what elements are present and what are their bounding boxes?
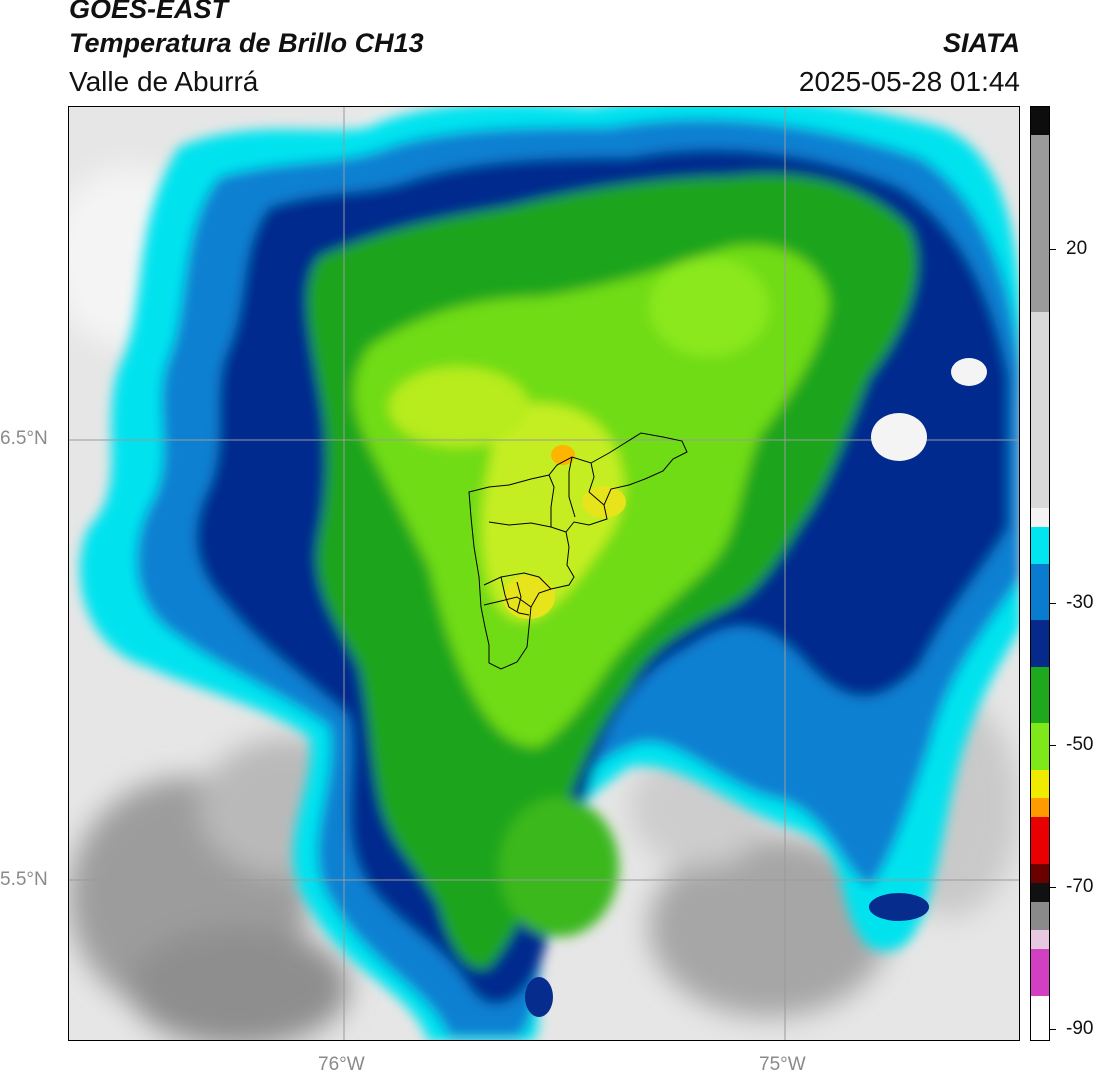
cold-top-core-2 (582, 486, 626, 518)
agency-label: SIATA (943, 28, 1020, 58)
colorbar-band-blue (1031, 564, 1049, 620)
municipality-line-3 (568, 456, 576, 518)
colorbar-band-lime (1031, 723, 1049, 770)
municipality-line-6 (483, 596, 532, 608)
cloud-layer-yellowgreen (481, 403, 624, 621)
cloud-cell-south (499, 797, 619, 937)
colorbar-band-orange (1031, 798, 1049, 817)
colorbar-tick-minus50 (1050, 745, 1056, 746)
colorbar-band-red (1031, 817, 1049, 864)
map-canvas (69, 107, 1019, 1040)
isolated-cell-east (869, 893, 929, 921)
cloud-cell-northeast (649, 257, 769, 357)
colorbar-tick-minus70 (1050, 887, 1056, 888)
colorbar (1030, 106, 1050, 1041)
colorbar-band-dark-red (1031, 864, 1049, 883)
product-title: Temperatura de Brillo CH13 (69, 28, 424, 58)
lon-label-75: 75°W (759, 1054, 806, 1075)
brightness-temperature-map[interactable] (68, 106, 1020, 1041)
colorbar-band-yellow (1031, 770, 1049, 798)
isolated-cell-south (525, 977, 553, 1017)
colorbar-band-pale-pink (1031, 930, 1049, 949)
cold-top-core (551, 445, 575, 465)
colorbar-label-minus30: -30 (1066, 592, 1094, 613)
municipality-line-4 (588, 462, 605, 506)
municipality-line-7 (500, 576, 530, 616)
colorbar-band-white (1031, 508, 1049, 527)
colorbar-band-gray-low (1031, 902, 1049, 930)
colorbar-band-dark-gray (1031, 135, 1049, 312)
municipality-line-2 (548, 474, 555, 527)
cold-top-core-3 (503, 575, 555, 619)
colorbar-tick-20 (1050, 249, 1056, 250)
colorbar-band-light-gray (1031, 312, 1049, 508)
colorbar-band-white-bottom (1031, 996, 1049, 1015)
municipality-line-8 (516, 581, 522, 613)
region-subtitle: Valle de Aburrá (69, 66, 259, 97)
satellite-title: GOES-EAST (69, 0, 229, 24)
municipality-line-5 (483, 572, 552, 590)
valle-de-aburra-boundaries (468, 432, 688, 670)
cloud-cell-north (389, 367, 529, 447)
datetime-label: 2025-05-28 01:44 (798, 66, 1020, 97)
colorbar-band-navy (1031, 620, 1049, 667)
colorbar-band-black (1031, 883, 1049, 902)
colorbar-tick-minus30 (1050, 603, 1056, 604)
cloud-shield (79, 107, 1019, 1040)
colorbar-band-green (1031, 667, 1049, 723)
clear-hole-east-2 (951, 358, 987, 386)
lat-label-5.5: 5.5°N (0, 869, 48, 890)
clear-hole-east (871, 413, 927, 461)
colorbar-label-minus50: -50 (1066, 734, 1094, 755)
colorbar-label-20: 20 (1066, 238, 1088, 259)
colorbar-tick-minus90 (1050, 1029, 1056, 1030)
colorbar-band-black-top (1031, 107, 1049, 135)
colorbar-label-minus70: -70 (1066, 876, 1094, 897)
municipality-line-1 (488, 521, 567, 533)
colorbar-band-magenta (1031, 949, 1049, 996)
lat-label-6.5: 6.5°N (0, 428, 48, 449)
lon-label-76: 76°W (318, 1054, 365, 1075)
colorbar-label-minus90: -90 (1066, 1018, 1094, 1039)
colorbar-band-cyan (1031, 527, 1049, 564)
